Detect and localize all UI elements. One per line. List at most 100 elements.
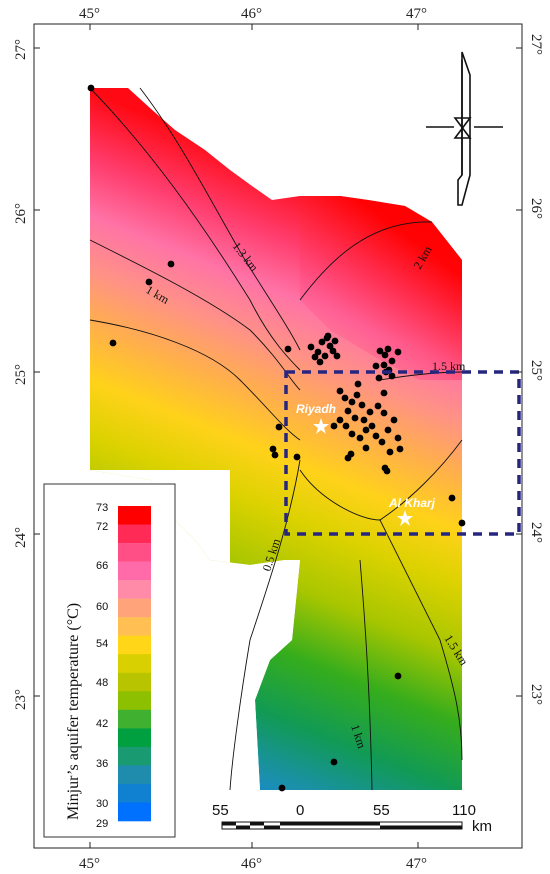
well-points	[87, 84, 466, 792]
scale-unit: km	[472, 818, 492, 835]
bottom-lon-label: 47°	[406, 856, 427, 872]
riyadh-label: Riyadh	[296, 402, 336, 416]
well-point	[87, 84, 95, 92]
well-point	[375, 374, 383, 382]
well-point	[384, 345, 392, 353]
legend-tick-label: 36	[96, 758, 108, 770]
well-point	[360, 416, 368, 424]
well-point	[342, 422, 350, 430]
well-point	[390, 416, 398, 424]
well-point	[396, 445, 404, 453]
legend-swatch	[118, 524, 151, 544]
well-point	[388, 372, 396, 380]
legend-tick-label: 66	[96, 560, 108, 572]
legend-tick-label: 60	[96, 601, 108, 613]
temperature-field	[90, 88, 462, 790]
well-point	[354, 380, 362, 388]
well-point	[378, 438, 386, 446]
scale-bar: 55 0 55 110 km	[212, 802, 492, 835]
legend-swatch	[118, 635, 151, 655]
riyadh-star-icon	[313, 418, 329, 434]
legend-swatch	[118, 802, 151, 822]
legend-swatch	[118, 691, 151, 711]
legend-tick-label: 30	[96, 798, 108, 810]
right-lat-label: 26°	[528, 198, 544, 219]
left-lat-label: 27°	[13, 39, 29, 60]
right-lat-label: 23°	[528, 684, 544, 705]
well-point	[284, 345, 292, 353]
legend-tick-label: 29	[96, 818, 108, 830]
legend-swatch	[118, 709, 151, 729]
well-point	[388, 357, 396, 365]
legend-swatch	[118, 672, 151, 692]
left-lat-label: 25°	[13, 364, 29, 385]
well-point	[293, 453, 301, 461]
scale-label: 110	[452, 802, 476, 819]
no-data-area	[90, 470, 300, 790]
well-point	[458, 519, 466, 527]
legend-swatch	[118, 561, 151, 581]
well-point	[145, 278, 153, 286]
well-point	[368, 422, 376, 430]
left-lat-label: 26°	[13, 203, 29, 224]
well-point	[381, 351, 389, 359]
well-point	[358, 401, 366, 409]
right-lat-label: 24°	[528, 522, 544, 543]
isoline-label: 1.5 km	[432, 359, 466, 373]
legend-tick-label: 42	[96, 718, 108, 730]
left-lat-label: 23°	[13, 689, 29, 710]
legend-tick-label: 72	[96, 521, 108, 533]
well-point	[316, 358, 324, 366]
top-lon-label: 47°	[406, 6, 427, 22]
well-point	[307, 343, 315, 351]
frame-tick-marks	[34, 24, 522, 848]
well-point	[374, 402, 382, 410]
bottom-lon-label: 45°	[79, 856, 100, 872]
well-point	[380, 361, 388, 369]
depth-isolines	[89, 87, 463, 791]
well-point	[372, 362, 380, 370]
well-point	[336, 416, 344, 424]
well-point	[372, 432, 380, 440]
well-point	[380, 409, 388, 417]
legend-swatch	[118, 783, 151, 803]
well-point	[324, 332, 332, 340]
well-point	[344, 454, 352, 462]
well-point	[362, 444, 370, 452]
al-kharj-star-icon	[397, 510, 413, 526]
well-point	[394, 434, 402, 442]
legend-box	[43, 483, 176, 838]
well-point	[109, 339, 117, 347]
top-lon-label: 45°	[79, 6, 100, 22]
city-markers: Riyadh Al Kharj	[296, 402, 436, 526]
well-point	[362, 426, 370, 434]
well-point	[384, 426, 392, 434]
scale-label: 55	[373, 802, 390, 819]
graticule-labels: 45° 46° 47° 45° 46° 47° 27° 26° 25° 24° …	[13, 6, 544, 872]
well-point	[311, 353, 319, 361]
legend-swatch	[118, 506, 151, 525]
well-point	[386, 448, 394, 456]
legend-swatch	[118, 728, 151, 748]
well-point	[341, 394, 349, 402]
legend-swatch	[118, 746, 151, 766]
top-lon-label: 46°	[241, 6, 262, 22]
al-kharj-label: Al Kharj	[388, 496, 436, 510]
well-point	[336, 387, 344, 395]
well-point	[318, 338, 326, 346]
well-point	[333, 352, 341, 360]
well-point	[366, 408, 374, 416]
study-area-box	[284, 370, 521, 536]
legend: 73 72 66 60 54 48 42 36 30 29 Minjur’s aquifer te…	[43, 483, 176, 838]
bottom-lon-label: 46°	[241, 856, 262, 872]
well-point	[380, 389, 388, 397]
scale-label: 55	[212, 802, 229, 819]
legend-swatch	[118, 580, 151, 599]
well-point	[271, 451, 279, 459]
left-lat-label: 24°	[13, 527, 29, 548]
legend-swatch	[118, 543, 151, 562]
well-point	[278, 784, 286, 792]
well-point	[275, 423, 283, 431]
legend-tick-label: 73	[96, 502, 108, 514]
